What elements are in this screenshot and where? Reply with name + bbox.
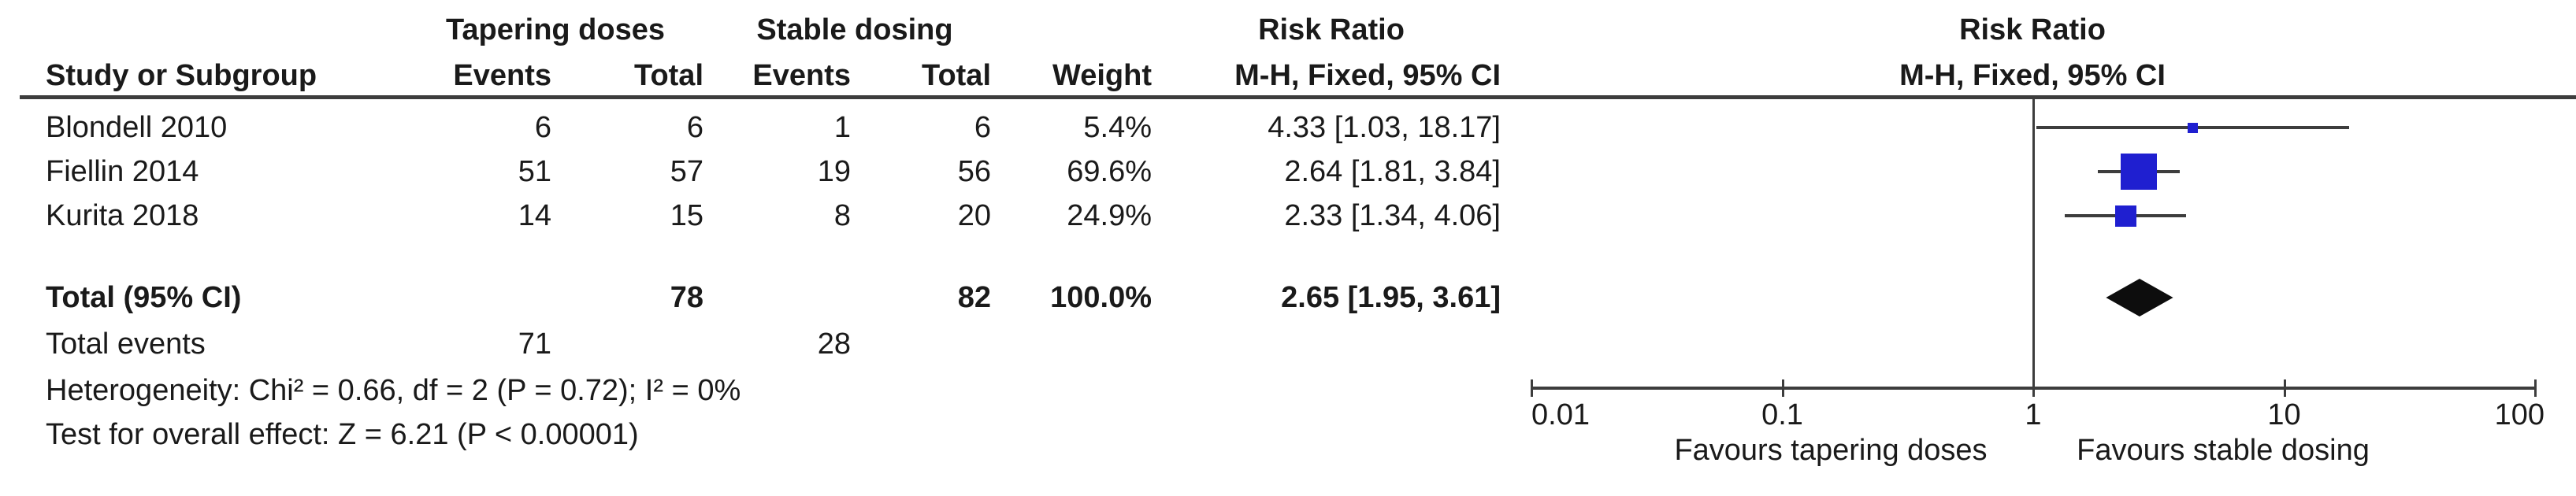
axis-tick (1781, 379, 1784, 397)
favours-left-label: Favours tapering doses (1674, 434, 1988, 467)
cell-risk-ratio-ci: 4.33 [1.03, 18.17] (1268, 111, 1501, 144)
column-header-events-tapering: Events (453, 59, 551, 92)
cell-weight: 24.9% (1067, 199, 1152, 232)
column-header-total-tapering: Total (634, 59, 703, 92)
total-risk-ratio-ci: 2.65 [1.95, 3.61] (1281, 281, 1501, 314)
null-effect-line (2032, 99, 2035, 388)
total-events-label: Total events (46, 328, 206, 361)
axis-tick (2283, 379, 2286, 397)
favours-right-label: Favours stable dosing (2077, 434, 2370, 467)
cell-stable-total: 56 (957, 155, 991, 188)
overall-effect-test: Test for overall effect: Z = 6.21 (P < 0… (46, 418, 639, 451)
group-header-stable-dosing: Stable dosing (756, 13, 953, 46)
axis-tick (2534, 379, 2537, 397)
axis-tick (2032, 379, 2035, 397)
total-weight: 100.0% (1050, 281, 1152, 314)
axis-tick-label: 10 (2267, 398, 2301, 431)
study-point-square (2121, 154, 2158, 190)
group-header-tapering-doses: Tapering doses (445, 13, 666, 46)
axis-tick (1531, 379, 1533, 397)
cell-tapering-events: 14 (518, 199, 551, 232)
axis-tick-label: 0.01 (1531, 398, 1590, 431)
cell-tapering-events: 6 (534, 111, 551, 144)
header-separator-line (20, 95, 2576, 99)
column-header-events-stable: Events (752, 59, 851, 92)
cell-stable-total: 20 (957, 199, 991, 232)
total-events-stable: 28 (817, 328, 851, 361)
total-events-tapering: 71 (518, 328, 551, 361)
cell-risk-ratio-ci: 2.64 [1.81, 3.84] (1284, 155, 1501, 188)
summary-diamond (2106, 279, 2173, 316)
cell-tapering-total: 15 (670, 199, 703, 232)
cell-weight: 69.6% (1067, 155, 1152, 188)
cell-stable-total: 6 (974, 111, 991, 144)
column-header-mh-ci: M-H, Fixed, 95% CI (1234, 59, 1501, 92)
cell-risk-ratio-ci: 2.33 [1.34, 4.06] (1284, 199, 1501, 232)
axis-tick-label: 1 (2025, 398, 2042, 431)
study-name: Fiellin 2014 (46, 155, 199, 188)
study-name: Blondell 2010 (46, 111, 228, 144)
cell-stable-events: 8 (833, 199, 851, 232)
study-point-square (2114, 205, 2136, 227)
risk-ratio-plot-header: Risk Ratio (1959, 13, 2106, 46)
cell-weight: 5.4% (1083, 111, 1152, 144)
heterogeneity-statistics: Heterogeneity: Chi² = 0.66, df = 2 (P = … (46, 374, 741, 407)
total-tapering-total: 78 (670, 281, 703, 314)
plot-header-mh-ci: M-H, Fixed, 95% CI (1899, 59, 2166, 92)
total-row-label: Total (95% CI) (46, 281, 242, 314)
cell-tapering-events: 51 (518, 155, 551, 188)
cell-tapering-total: 6 (686, 111, 703, 144)
total-stable-total: 82 (957, 281, 991, 314)
column-header-study: Study or Subgroup (46, 59, 317, 92)
cell-stable-events: 1 (833, 111, 851, 144)
study-name: Kurita 2018 (46, 199, 199, 232)
column-header-total-stable: Total (922, 59, 991, 92)
study-point-square (2188, 122, 2199, 133)
cell-tapering-total: 57 (670, 155, 703, 188)
axis-tick-label: 100 (2494, 398, 2544, 431)
column-header-weight: Weight (1052, 59, 1152, 92)
cell-stable-events: 19 (817, 155, 851, 188)
axis-tick-label: 0.1 (1761, 398, 1803, 431)
risk-ratio-column-header: Risk Ratio (1258, 13, 1405, 46)
